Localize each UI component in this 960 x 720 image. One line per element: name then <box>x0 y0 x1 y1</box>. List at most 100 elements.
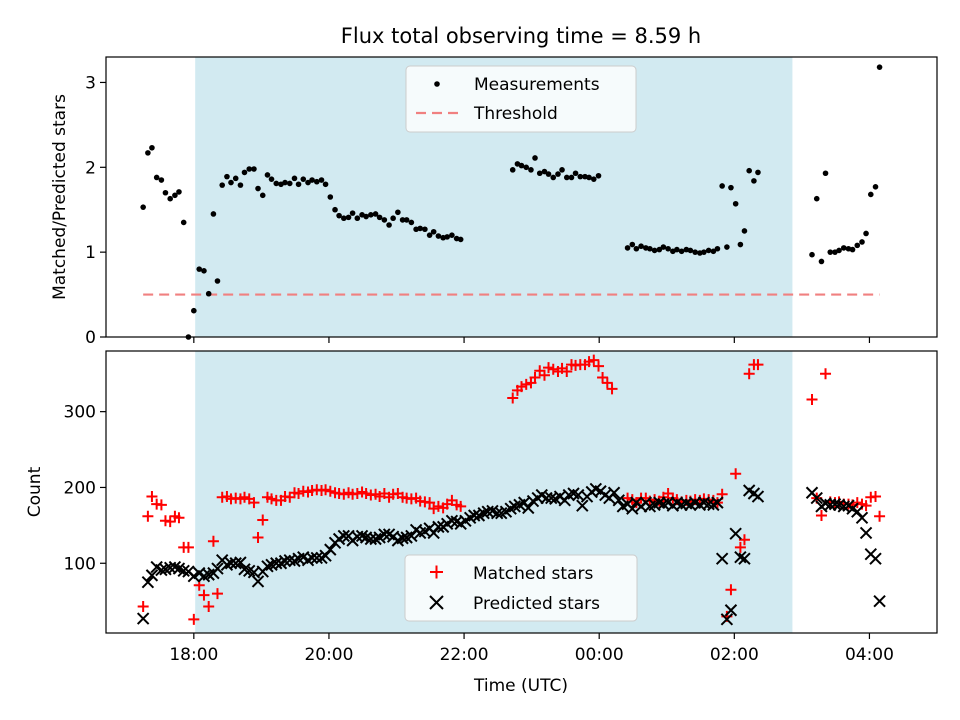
measurement-point <box>300 176 307 182</box>
matched-star-point <box>593 360 605 372</box>
measurement-point <box>555 171 561 177</box>
measurement-point <box>246 166 253 172</box>
matched-star-point <box>164 516 176 528</box>
predicted-star-point <box>324 543 337 556</box>
measurement-point <box>751 178 757 184</box>
y-tick-label: 0 <box>85 328 96 348</box>
matched-star-point <box>173 512 185 524</box>
top-x-ticks <box>193 337 871 343</box>
y-tick-label: 1 <box>85 243 96 263</box>
matched-star-point <box>257 514 269 526</box>
measurement-point <box>395 209 401 216</box>
legend-measurements-label: Measurements <box>474 75 600 95</box>
measurement-point <box>345 214 352 221</box>
matched-star-point <box>860 500 872 512</box>
matched-star-point <box>360 488 372 500</box>
predicted-star-point <box>310 551 323 565</box>
bottom-axes-frame <box>105 350 938 634</box>
measurement-point <box>399 217 406 223</box>
y-tick-label: 3 <box>85 73 96 93</box>
predicted-star-point <box>828 497 842 511</box>
predicted-star-point <box>177 564 190 578</box>
matched-star-point <box>182 541 194 553</box>
top-legend-frame <box>405 65 637 133</box>
measurement-point <box>737 241 744 248</box>
y-tick-label: 300 <box>64 403 96 423</box>
matched-star-point <box>738 534 750 546</box>
measurement-point <box>590 176 597 182</box>
measurement-point <box>318 177 325 183</box>
predicted-star-point <box>626 502 639 515</box>
matched-star-point <box>583 356 595 368</box>
matched-star-point <box>538 369 550 381</box>
predicted-star-point <box>869 552 882 565</box>
predicted-star-point <box>141 576 155 589</box>
measurement-point <box>665 245 671 252</box>
measurement-point <box>273 180 280 187</box>
matched-star-point <box>324 485 336 497</box>
measurement-point <box>228 179 234 186</box>
measurement-point <box>732 200 739 207</box>
measurement-point <box>818 258 825 265</box>
measurement-point <box>638 243 644 250</box>
measurement-point <box>876 64 883 70</box>
measurement-point <box>341 215 347 222</box>
measurement-point <box>172 192 178 199</box>
predicted-star-point <box>724 604 738 617</box>
measurement-point <box>741 228 748 234</box>
matched-star-point <box>455 500 467 512</box>
measurement-point <box>692 249 698 255</box>
predicted-star-point <box>751 490 765 503</box>
matched-star-point <box>870 491 882 503</box>
predicted-star-point <box>467 509 481 522</box>
measurement-point <box>836 247 842 254</box>
matched-star-point <box>543 362 555 374</box>
x-axis-label: Time (UTC) <box>473 676 568 696</box>
measurement-point <box>577 173 584 180</box>
predicted-star-point <box>715 552 729 565</box>
measurement-point <box>282 179 288 186</box>
measurement-point <box>563 174 570 181</box>
measurement-point <box>840 245 847 251</box>
measurement-point <box>309 177 315 183</box>
measurement-point <box>710 248 717 255</box>
legend-measurements-marker <box>434 81 440 87</box>
measurement-point <box>435 233 442 239</box>
matched-star-point <box>516 381 527 393</box>
measurement-point <box>408 219 415 226</box>
matched-star-point <box>293 488 305 500</box>
measurement-point <box>532 155 538 161</box>
predicted-star-point <box>522 501 535 515</box>
top-axes-frame <box>105 56 938 338</box>
measurement-point <box>550 174 557 181</box>
measurement-point <box>827 249 834 255</box>
measurement-point <box>714 245 721 252</box>
matched-star-point <box>239 491 250 503</box>
measurement-point <box>264 172 271 178</box>
measurement-point <box>167 195 173 202</box>
measurement-point <box>251 166 257 172</box>
measurement-point <box>859 239 865 245</box>
matched-star-point <box>815 510 827 521</box>
legend-predicted-label: Predicted stars <box>473 594 600 614</box>
predicted-star-point <box>270 557 283 570</box>
top-y-ticks: 0 1 2 3 <box>85 73 106 348</box>
measurement-point <box>376 214 383 221</box>
predicted-star-point <box>337 529 351 543</box>
matched-star-point <box>507 392 519 404</box>
x-tick-label: 22:00 <box>440 645 489 665</box>
predicted-star-point <box>261 560 274 573</box>
measurement-point <box>687 247 694 254</box>
measurement-point <box>291 175 298 182</box>
predicted-star-point <box>369 532 382 546</box>
matched-star-point <box>252 531 264 543</box>
matched-star-point <box>266 493 278 505</box>
bottom-legend-frame <box>404 554 638 622</box>
matched-star-point <box>520 378 532 390</box>
predicted-star-point <box>720 613 734 626</box>
predicted-star-point <box>278 554 292 568</box>
measurement-point <box>158 177 165 183</box>
predicted-star-point <box>251 575 265 588</box>
measurement-point <box>332 206 338 213</box>
x-tick-label: 20:00 <box>304 645 353 665</box>
